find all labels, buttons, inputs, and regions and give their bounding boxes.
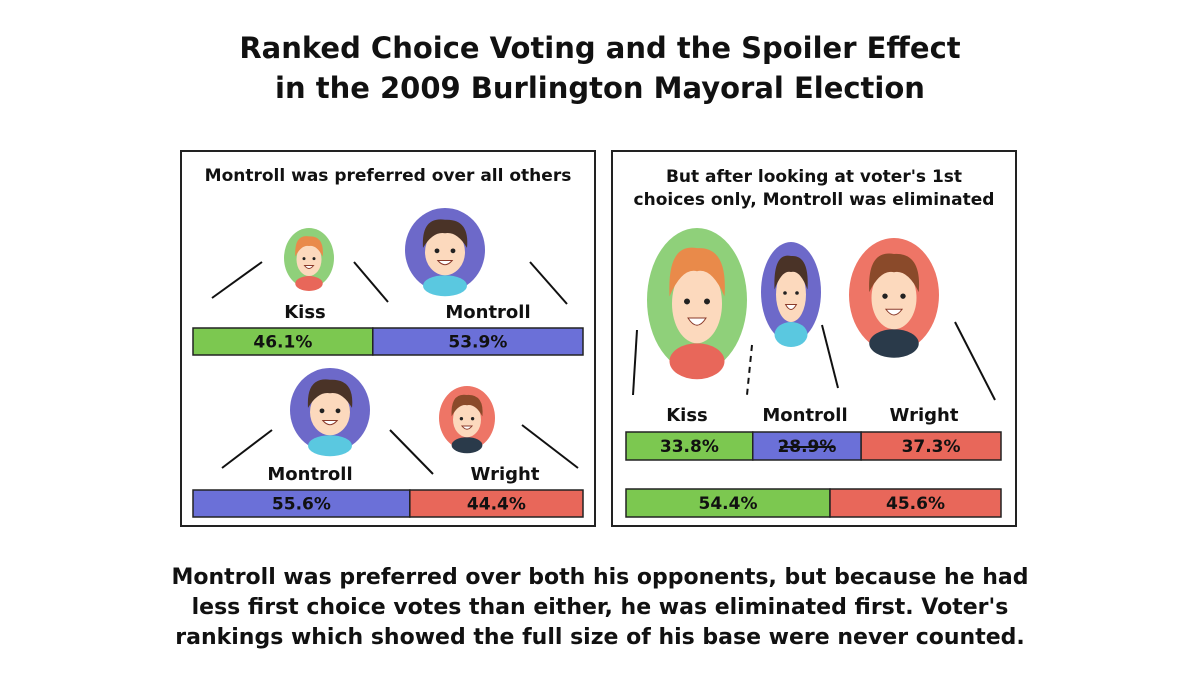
connector-line xyxy=(521,424,579,469)
footer-text: Montroll was preferred over both his opp… xyxy=(172,565,1029,590)
avatar-shirt xyxy=(423,275,467,297)
avatar-hair xyxy=(295,236,323,257)
bar-label: 44.4% xyxy=(467,495,526,515)
bar-segment xyxy=(860,431,1002,461)
bar-label: 37.3% xyxy=(902,437,961,457)
avatar-hair xyxy=(774,255,808,290)
avatar-smile xyxy=(303,265,315,269)
connector-line xyxy=(529,261,568,305)
avatar-smile xyxy=(884,308,904,316)
avatar-eye xyxy=(459,416,464,421)
connector-line xyxy=(954,321,996,401)
panel-heading: But after looking at voter's 1st xyxy=(666,167,962,187)
connector-line xyxy=(353,261,389,303)
panel-frame xyxy=(180,150,596,527)
avatar-shirt xyxy=(774,322,808,347)
avatar-face xyxy=(296,243,322,276)
avatar-eye xyxy=(795,291,799,295)
connector-line xyxy=(746,344,753,396)
avatar-hair xyxy=(869,253,920,293)
avatar-eye xyxy=(302,257,306,261)
avatar-smile xyxy=(436,260,454,266)
panel-frame xyxy=(611,150,1017,527)
avatar-eye xyxy=(319,408,325,414)
avatar-face xyxy=(871,266,917,330)
bar-segment xyxy=(372,327,584,356)
avatar-shirt xyxy=(451,437,483,454)
bar-segment xyxy=(829,488,1002,518)
connector-line xyxy=(632,329,638,396)
avatar-face xyxy=(310,389,350,436)
avatar-smile xyxy=(321,420,339,426)
avatar-eye xyxy=(900,293,906,299)
bar-segment xyxy=(192,327,374,356)
avatar-face xyxy=(776,267,806,322)
footer-text: less first choice votes than either, he … xyxy=(192,595,1009,620)
connector-line xyxy=(211,261,263,299)
connector-line xyxy=(821,324,839,389)
panel-heading: choices only, Montroll was eliminated xyxy=(634,190,995,210)
avatar-shirt xyxy=(295,276,323,291)
bar-label: 55.6% xyxy=(272,495,331,515)
avatar-shirt xyxy=(308,435,352,457)
avatar-hair xyxy=(669,247,725,297)
avatar-face xyxy=(425,229,465,276)
avatar-smile xyxy=(460,425,474,430)
avatar-shirt xyxy=(869,329,919,358)
bar-segment xyxy=(625,431,754,461)
avatar-smile xyxy=(687,317,707,326)
bar-label: 46.1% xyxy=(253,333,312,353)
avatar-smile xyxy=(784,304,798,310)
avatar-shirt xyxy=(669,343,725,380)
candidate-name: Montroll xyxy=(762,405,847,426)
bar-label: 53.9% xyxy=(448,333,507,353)
avatar-eye xyxy=(312,257,316,261)
candidate-name: Wright xyxy=(471,464,540,485)
avatar-eye xyxy=(335,408,341,414)
footer-text: rankings which showed the full size of h… xyxy=(175,625,1024,650)
bar-label: 54.4% xyxy=(699,494,758,514)
candidate-name: Kiss xyxy=(284,302,326,323)
avatar-hair xyxy=(422,219,468,248)
avatar-eye xyxy=(450,248,456,254)
avatar-eye xyxy=(783,291,787,295)
bar-label: 33.8% xyxy=(660,437,719,457)
avatar-face xyxy=(672,264,722,344)
avatar-eye xyxy=(882,293,888,299)
title: in the 2009 Burlington Mayoral Election xyxy=(275,71,925,105)
avatar-eye xyxy=(704,298,710,305)
panel-heading: Montroll was preferred over all others xyxy=(205,166,572,186)
bar-label: 45.6% xyxy=(886,494,945,514)
bar-segment xyxy=(409,489,584,518)
avatar-face xyxy=(453,402,481,438)
connector-line xyxy=(389,429,434,475)
avatar-eye xyxy=(470,416,475,421)
avatar-eye xyxy=(684,298,690,305)
avatar-hair xyxy=(307,379,353,408)
candidate-name: Kiss xyxy=(666,405,708,426)
avatar-hair xyxy=(451,394,483,417)
candidate-name: Wright xyxy=(890,405,959,426)
title: Ranked Choice Voting and the Spoiler Eff… xyxy=(239,31,960,65)
connector-line xyxy=(221,429,273,469)
avatar-eye xyxy=(434,248,440,254)
candidate-name: Montroll xyxy=(445,302,530,323)
candidate-name: Montroll xyxy=(267,464,352,485)
